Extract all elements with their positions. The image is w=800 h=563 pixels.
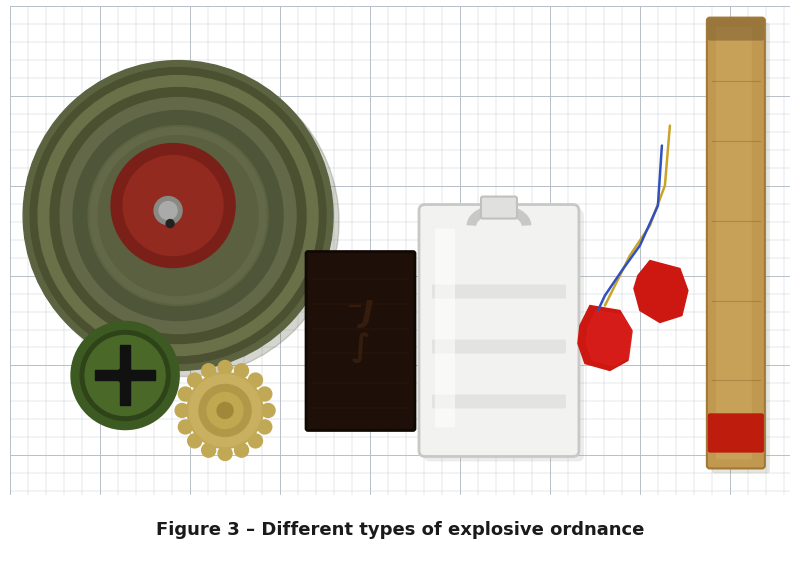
Circle shape bbox=[159, 202, 177, 220]
Circle shape bbox=[199, 385, 251, 436]
Circle shape bbox=[73, 324, 177, 427]
Circle shape bbox=[202, 364, 216, 378]
FancyBboxPatch shape bbox=[432, 395, 566, 409]
Circle shape bbox=[234, 443, 249, 457]
FancyBboxPatch shape bbox=[481, 196, 517, 218]
Circle shape bbox=[166, 220, 174, 227]
Circle shape bbox=[154, 196, 182, 225]
FancyBboxPatch shape bbox=[712, 23, 770, 473]
Circle shape bbox=[258, 387, 272, 401]
Polygon shape bbox=[120, 376, 130, 405]
Polygon shape bbox=[578, 306, 632, 370]
Circle shape bbox=[188, 434, 202, 448]
Circle shape bbox=[175, 404, 189, 418]
Circle shape bbox=[249, 373, 262, 387]
Circle shape bbox=[261, 404, 275, 418]
Circle shape bbox=[218, 360, 232, 374]
Polygon shape bbox=[95, 370, 125, 381]
Circle shape bbox=[111, 144, 235, 267]
Circle shape bbox=[188, 373, 202, 387]
FancyBboxPatch shape bbox=[424, 209, 584, 462]
Circle shape bbox=[234, 364, 249, 378]
Circle shape bbox=[85, 336, 165, 415]
Circle shape bbox=[60, 97, 296, 333]
FancyBboxPatch shape bbox=[716, 26, 752, 459]
FancyBboxPatch shape bbox=[708, 413, 764, 453]
FancyBboxPatch shape bbox=[708, 413, 764, 453]
Circle shape bbox=[30, 68, 326, 364]
Circle shape bbox=[187, 373, 263, 449]
Circle shape bbox=[123, 155, 223, 256]
Circle shape bbox=[189, 374, 261, 446]
Polygon shape bbox=[586, 311, 632, 366]
Circle shape bbox=[207, 392, 243, 428]
Circle shape bbox=[23, 61, 333, 370]
FancyBboxPatch shape bbox=[432, 339, 566, 354]
Circle shape bbox=[50, 88, 306, 343]
FancyBboxPatch shape bbox=[435, 229, 455, 427]
Polygon shape bbox=[634, 261, 688, 323]
Circle shape bbox=[73, 110, 283, 320]
Circle shape bbox=[117, 368, 133, 383]
Circle shape bbox=[178, 420, 192, 434]
Circle shape bbox=[38, 75, 318, 355]
Circle shape bbox=[218, 446, 232, 461]
Circle shape bbox=[202, 443, 216, 457]
Circle shape bbox=[90, 128, 266, 303]
Circle shape bbox=[258, 420, 272, 434]
Text: Figure 3 – Different types of explosive ordnance: Figure 3 – Different types of explosive … bbox=[156, 521, 644, 539]
FancyBboxPatch shape bbox=[707, 17, 765, 468]
FancyBboxPatch shape bbox=[306, 252, 415, 431]
Text: ⁻J
∫: ⁻J ∫ bbox=[346, 299, 374, 363]
Circle shape bbox=[217, 403, 233, 418]
FancyBboxPatch shape bbox=[419, 204, 579, 457]
Polygon shape bbox=[120, 346, 130, 376]
Circle shape bbox=[29, 66, 339, 377]
Circle shape bbox=[88, 126, 268, 306]
Circle shape bbox=[178, 387, 192, 401]
FancyBboxPatch shape bbox=[432, 284, 566, 298]
Circle shape bbox=[249, 434, 262, 448]
Circle shape bbox=[98, 136, 258, 296]
Polygon shape bbox=[125, 370, 155, 381]
Circle shape bbox=[80, 330, 170, 421]
FancyBboxPatch shape bbox=[708, 19, 764, 41]
